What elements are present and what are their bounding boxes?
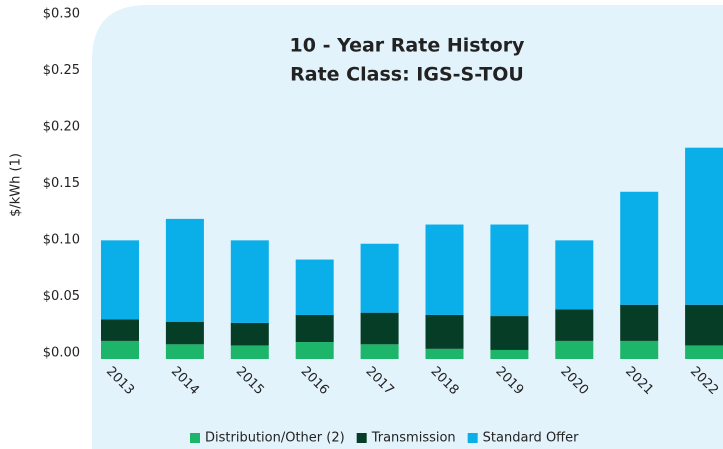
bar-segment [555,309,594,341]
bar-segment [360,243,399,313]
bar-segment [295,342,334,359]
bar-segment [425,224,464,315]
bar-segment [620,304,659,341]
bar-segment [230,345,269,359]
y-tick-label: $0.00 [43,346,80,361]
bar-segment [360,344,399,359]
bar-segment [490,316,529,350]
y-tick-label: $0.20 [43,120,80,135]
bar-segment [230,240,269,323]
chart-subtitle: Rate Class: IGS-S-TOU [290,64,524,86]
bar-segment [165,344,204,359]
legend-swatch [190,433,200,443]
y-tick-label: $0.10 [43,233,80,248]
legend-swatch [356,433,367,443]
bar-segment [425,348,464,359]
bar-segment [295,314,334,343]
bar-segment [230,322,269,346]
y-tick-label: $0.05 [43,289,80,304]
bar-segment [555,240,594,310]
bar-segment [165,321,204,345]
y-axis-label: $/kWh (1) [9,153,24,217]
bar-segment [360,312,399,345]
y-tick-label: $0.30 [43,7,80,22]
bar-segment [555,340,594,359]
bar-segment [425,314,464,349]
bar-segment [685,345,723,359]
legend-label: Distribution/Other (2) [205,431,345,446]
bar-segment [165,218,204,322]
y-tick-label: $0.25 [43,63,80,78]
bar-segment [620,340,659,359]
bar-segment [620,191,659,305]
bar-segment [685,304,723,346]
bar-segment [101,319,139,341]
legend-label: Transmission [371,431,456,446]
bar-segment [490,224,529,317]
bar-segment [685,147,723,305]
bar-segment [490,349,529,359]
y-tick-label: $0.15 [43,176,80,191]
bar-segment [101,340,139,359]
chart-title: 10 - Year Rate History [290,35,526,57]
bar-segment [101,240,139,320]
legend-swatch [467,433,478,443]
legend-label: Standard Offer [483,431,579,446]
bar-segment [295,259,334,315]
